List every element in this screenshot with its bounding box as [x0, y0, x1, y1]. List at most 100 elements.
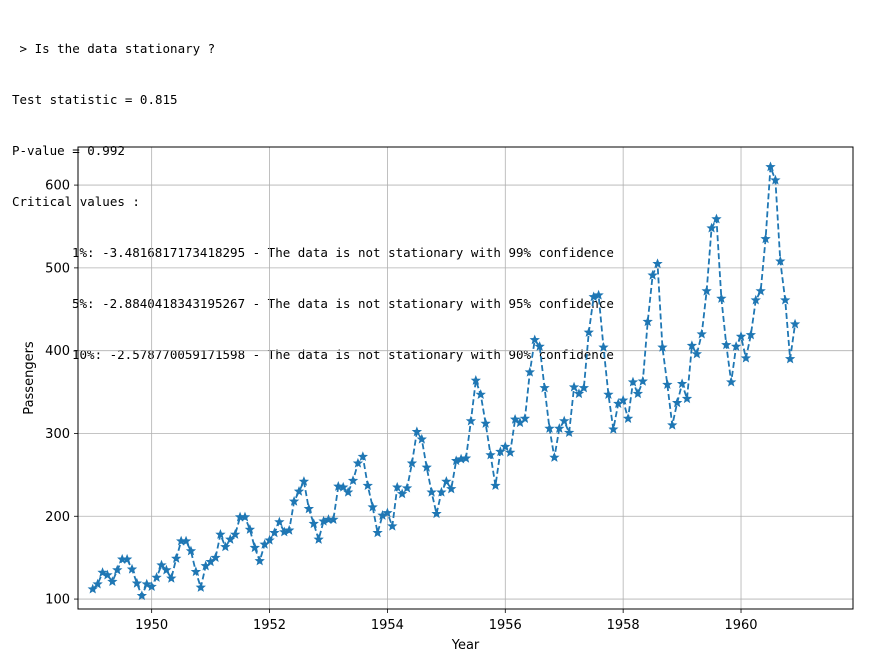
data-point	[706, 222, 717, 233]
data-point	[637, 375, 648, 386]
data-point	[269, 527, 280, 538]
data-point	[534, 341, 545, 351]
data-point	[215, 529, 226, 539]
data-point	[97, 567, 108, 577]
data-point	[293, 486, 305, 496]
y-tick-label: 100	[45, 593, 70, 608]
data-point	[190, 566, 202, 577]
data-point	[436, 486, 447, 497]
data-point	[441, 476, 452, 486]
x-tick-label: 1958	[607, 618, 640, 633]
data-point	[539, 382, 550, 393]
data-point	[519, 413, 531, 423]
data-point	[573, 388, 585, 399]
data-point	[465, 415, 477, 426]
data-point	[274, 516, 285, 527]
data-point	[622, 413, 634, 423]
console-prompt: > Is the data stationary ?	[12, 41, 216, 56]
data-point	[431, 508, 442, 519]
data-point	[328, 514, 339, 524]
data-point	[554, 423, 565, 433]
data-point	[726, 376, 737, 387]
data-point	[632, 388, 644, 399]
data-point	[495, 446, 506, 457]
data-point	[180, 535, 192, 546]
data-point	[780, 294, 791, 305]
data-point	[544, 423, 555, 433]
series-passengers	[87, 161, 801, 601]
data-point	[338, 481, 349, 492]
data-point	[254, 555, 265, 566]
data-point	[765, 161, 776, 172]
critical-value-1pct: 1%: -3.4816817173418295 - The data is no…	[72, 245, 614, 260]
data-point	[136, 590, 147, 601]
data-point	[401, 482, 413, 493]
data-point	[392, 481, 403, 492]
data-point	[701, 285, 712, 296]
data-point	[775, 255, 786, 266]
x-tick-label: 1950	[135, 618, 168, 633]
data-point	[298, 476, 310, 486]
data-point	[87, 583, 98, 594]
data-point	[131, 577, 143, 588]
data-point	[711, 213, 722, 224]
data-point	[460, 452, 472, 463]
data-point	[490, 480, 501, 491]
data-point	[696, 328, 707, 339]
data-point	[352, 457, 364, 468]
data-point	[387, 520, 398, 531]
data-point	[416, 433, 427, 444]
data-point	[760, 233, 771, 244]
y-axis-label: Passengers	[22, 341, 37, 415]
data-point	[681, 393, 693, 404]
data-point	[244, 524, 256, 534]
data-point	[112, 564, 123, 575]
data-point	[372, 527, 383, 538]
data-point	[676, 378, 688, 389]
data-point	[745, 329, 756, 340]
data-point	[524, 366, 535, 377]
data-point	[220, 541, 231, 552]
data-point	[529, 334, 540, 345]
data-point	[288, 495, 300, 506]
data-point	[755, 285, 766, 296]
data-point	[185, 545, 197, 556]
data-point	[618, 394, 629, 405]
data-point	[308, 518, 319, 529]
data-point	[568, 381, 580, 392]
data-point	[505, 447, 516, 457]
grid-lines	[78, 147, 853, 609]
test-statistic: Test statistic = 0.815	[12, 92, 178, 107]
data-point	[598, 341, 609, 352]
data-point	[171, 553, 182, 563]
data-point	[667, 419, 678, 430]
y-tick-label: 600	[45, 179, 70, 194]
y-tick-label: 500	[45, 261, 70, 276]
data-point	[789, 318, 801, 329]
data-point	[264, 534, 275, 545]
data-point	[141, 578, 152, 589]
data-point	[750, 294, 761, 305]
data-point	[657, 341, 668, 352]
data-point	[411, 426, 423, 437]
data-point	[284, 524, 295, 535]
data-point	[559, 415, 570, 426]
plot-frame	[77, 146, 854, 610]
data-point	[770, 174, 781, 185]
data-point	[102, 569, 113, 580]
data-point	[662, 379, 673, 390]
data-point	[608, 423, 619, 434]
data-point	[347, 475, 359, 486]
data-point	[421, 462, 432, 472]
data-point	[210, 552, 221, 563]
axis-ticks: 1950 1952 1954 1956 1958 1960 100 200 300 400 500 6…	[45, 179, 757, 633]
data-point	[652, 258, 663, 269]
data-point	[239, 511, 251, 522]
data-point	[735, 331, 747, 341]
data-point	[549, 452, 560, 462]
data-point	[426, 486, 437, 497]
y-tick-label: 400	[45, 344, 70, 359]
data-point	[470, 375, 481, 385]
data-point	[475, 389, 486, 399]
data-point	[396, 488, 408, 499]
